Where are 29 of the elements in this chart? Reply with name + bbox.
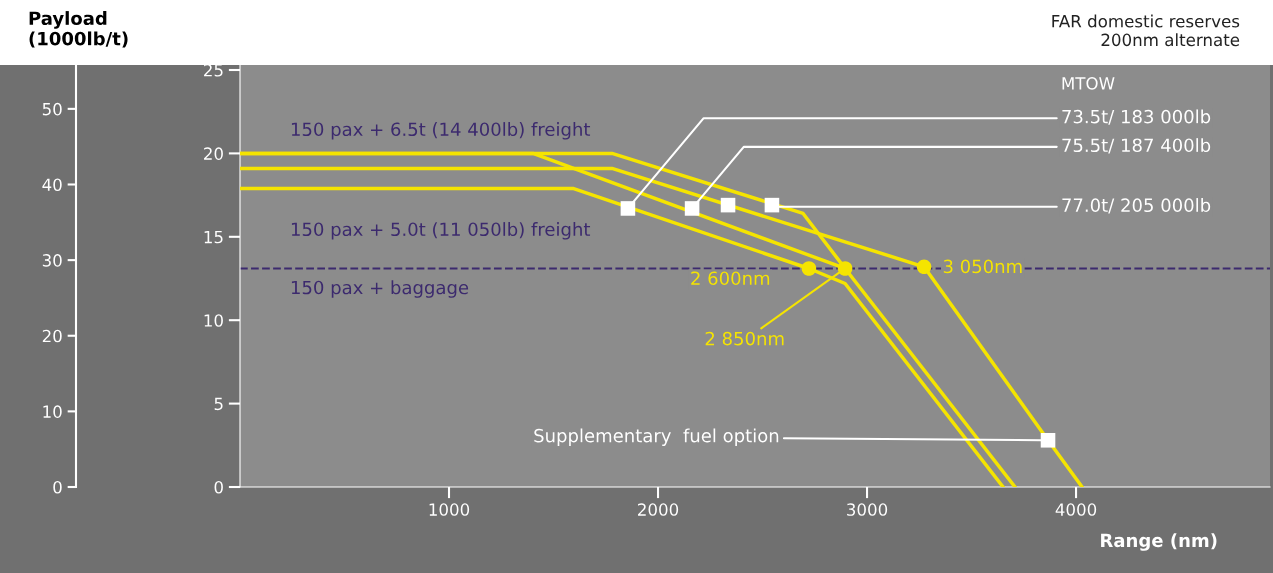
- x-tick-label: 2000: [638, 503, 679, 516]
- text: FAR domestic reserves 200nm alternate: [1052, 14, 1240, 47]
- y-tick-label: 5: [214, 397, 223, 411]
- x-axis-title: Range (nm): [1101, 533, 1217, 551]
- y-tick-label: 0: [214, 480, 223, 494]
- annotation: Supplementary fuel option: [534, 428, 779, 446]
- y2-tick-label: 50: [42, 102, 62, 116]
- annotation: 2 850nm: [705, 331, 784, 346]
- y2-tick-label: 40: [42, 178, 62, 192]
- annotation: 3 050nm: [943, 259, 1022, 274]
- y2-tick-label: 20: [42, 329, 62, 343]
- annotation: 150 pax + 5.0t (11 050lb) freight: [291, 222, 591, 240]
- annotation: 73.5t/ 183 000lb: [1062, 109, 1211, 125]
- y-tick-label: 10: [204, 314, 223, 327]
- y-tick-label: 20: [204, 147, 223, 160]
- y-tick-label: 15: [204, 230, 223, 244]
- x-tick-label: 4000: [1055, 503, 1097, 516]
- annotation: MTOW: [1062, 77, 1115, 90]
- y2-tick-label: 10: [43, 405, 62, 418]
- annotation: 75.5t/ 187 400lb: [1062, 138, 1211, 154]
- x-tick-label: 3000: [847, 503, 888, 516]
- y2-tick-label: 0: [53, 480, 62, 494]
- ref-line-label: 150 pax + baggage: [291, 280, 469, 298]
- annotation: 2 600nm: [691, 271, 770, 286]
- x-tick-label: 1000: [429, 503, 470, 516]
- annotation: 150 pax + 6.5t (14 400lb) freight: [291, 122, 591, 140]
- y2-axis-title: Payload (1000lb/t): [29, 11, 128, 48]
- annotation: 77.0t/ 205 000lb: [1062, 198, 1211, 214]
- y2-tick-label: 30: [42, 254, 62, 267]
